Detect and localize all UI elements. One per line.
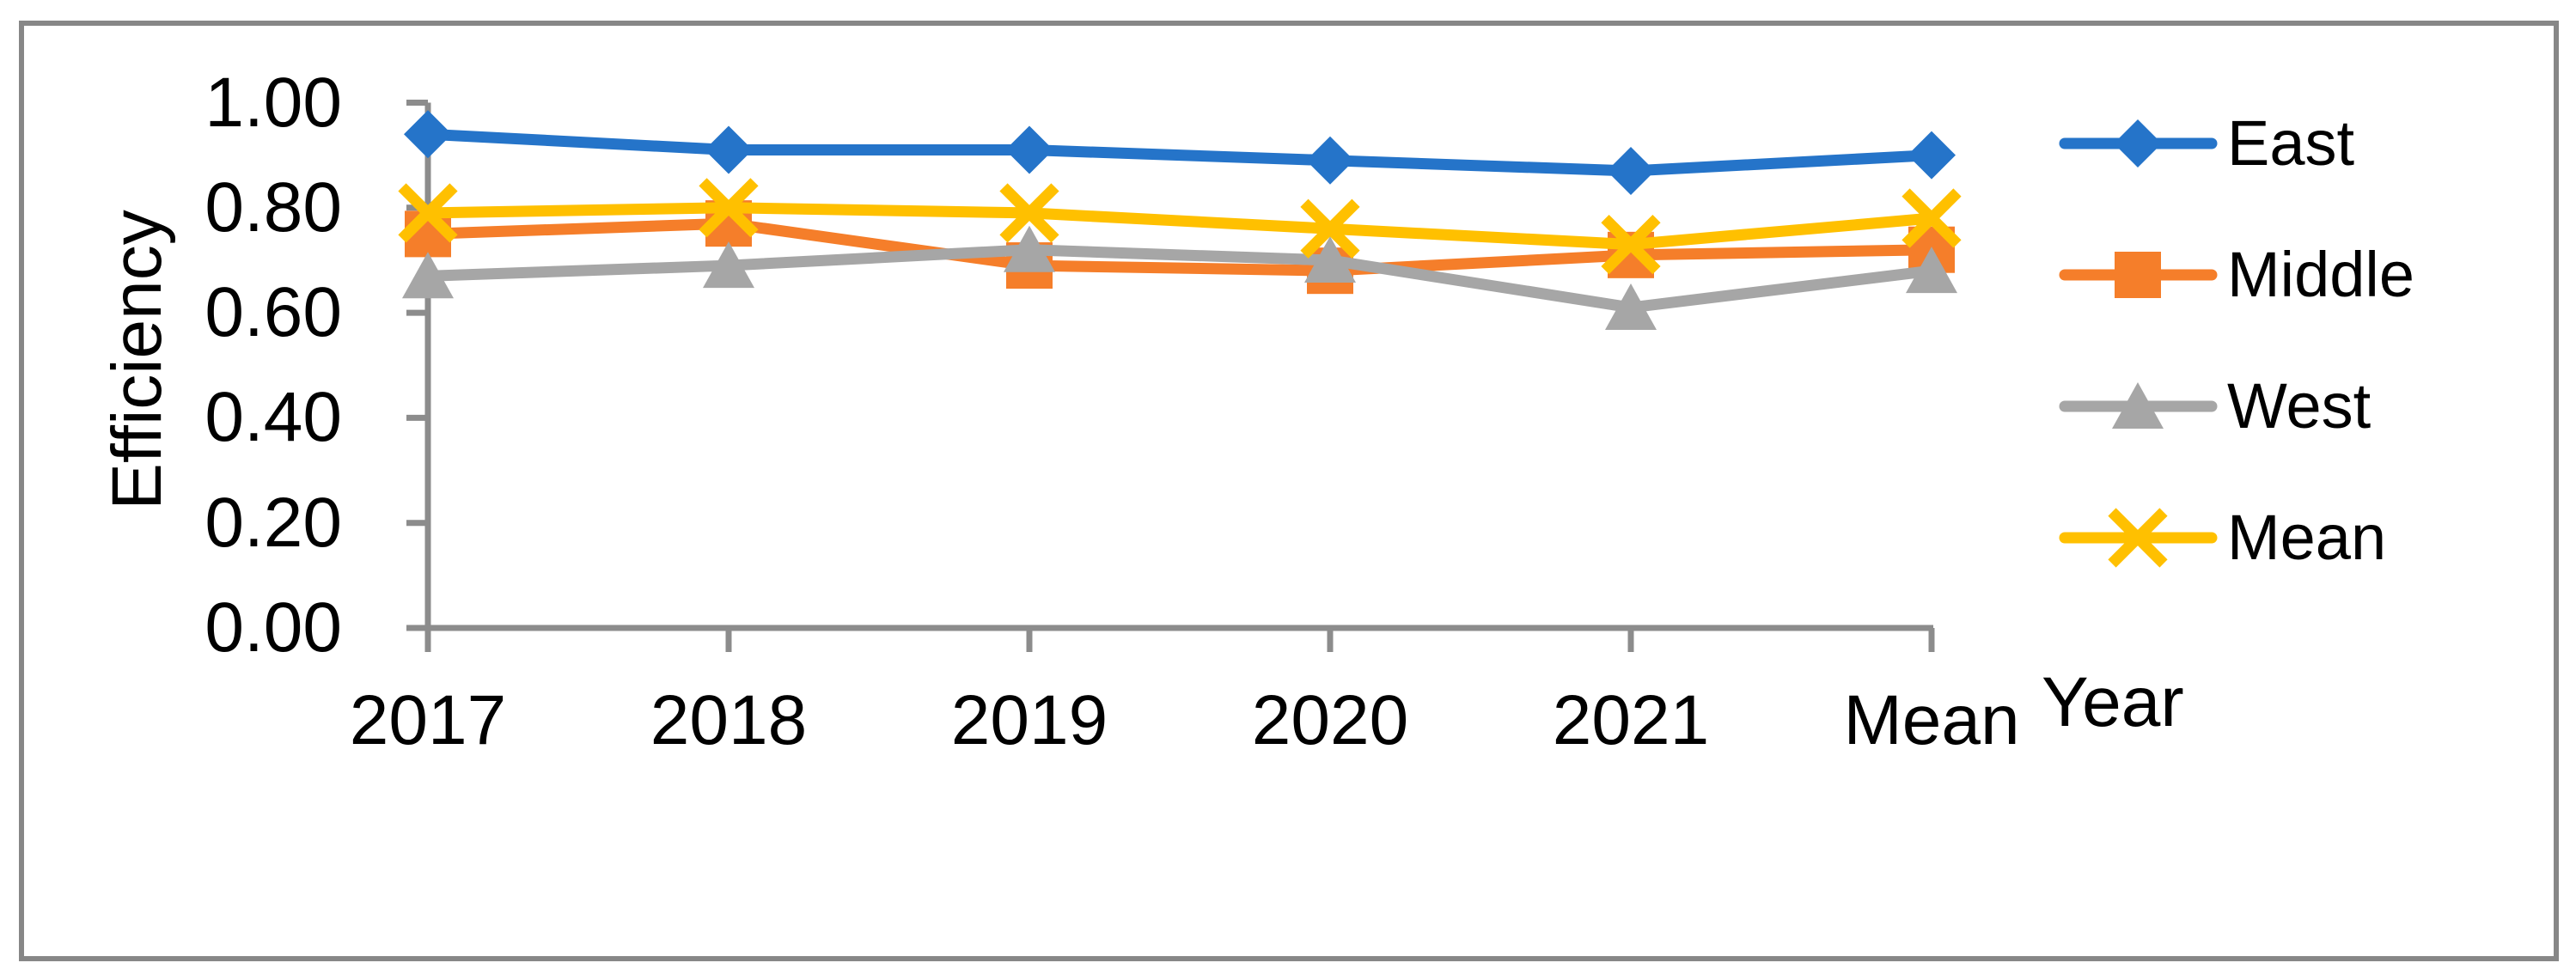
x-marker <box>398 183 458 243</box>
y-tick-label: 0.80 <box>204 168 342 247</box>
x-marker <box>1901 188 1962 248</box>
series-east <box>404 110 1956 195</box>
series-line-east <box>422 128 1938 177</box>
series-mean <box>398 178 1962 275</box>
series-line-middle <box>422 217 1938 277</box>
axes <box>406 100 1935 652</box>
legend-label-mean: Mean <box>2227 502 2387 573</box>
chart-border <box>19 21 2559 961</box>
triangle-marker <box>1304 235 1356 283</box>
series-west <box>402 225 1957 330</box>
diamond-marker <box>2114 119 2162 168</box>
square-marker <box>2115 252 2161 298</box>
y-tick-label: 0.00 <box>204 588 342 667</box>
diamond-marker <box>1306 136 1354 185</box>
x-tick-label: 2019 <box>950 681 1108 759</box>
x-tick-label: 2021 <box>1552 681 1710 759</box>
x-tick-label: 2018 <box>650 681 808 759</box>
series-line-mean <box>422 202 1938 251</box>
y-tick-label: 0.20 <box>204 483 342 562</box>
triangle-marker <box>1906 247 1957 294</box>
x-marker <box>2108 508 2168 568</box>
y-tick-label: 1.00 <box>204 63 342 142</box>
y-tick-label: 0.40 <box>204 378 342 457</box>
y-axis-title: Efficiency <box>98 210 176 510</box>
x-marker <box>1601 215 1661 275</box>
legend-entry-mean <box>2059 508 2218 568</box>
diamond-marker <box>404 110 452 159</box>
diamond-marker <box>1908 131 1956 180</box>
diamond-marker <box>1005 125 1053 174</box>
triangle-marker <box>1004 225 1055 272</box>
x-marker <box>999 183 1059 243</box>
x-tick-label: Mean <box>1843 681 2020 759</box>
diamond-marker <box>1607 146 1655 195</box>
legend-label-west: West <box>2227 370 2372 442</box>
legend-entry-middle <box>2059 252 2218 298</box>
legend-entry-east <box>2059 119 2218 168</box>
legend-entry-west <box>2059 382 2218 429</box>
series-line-west <box>422 244 1938 314</box>
legend-label-east: East <box>2227 107 2355 179</box>
x-marker <box>1300 198 1360 259</box>
triangle-marker <box>1605 283 1657 330</box>
triangle-marker <box>2112 382 2164 429</box>
x-tick-label: 2020 <box>1251 681 1409 759</box>
x-marker <box>699 178 759 238</box>
legend-label-middle: Middle <box>2227 239 2414 310</box>
x-axis-title: Year <box>2042 663 2184 741</box>
triangle-marker <box>402 252 454 299</box>
legend-keys <box>2059 119 2218 568</box>
triangle-marker <box>703 241 754 289</box>
x-tick-label: 2017 <box>349 681 507 759</box>
diamond-marker <box>705 125 753 174</box>
y-tick-label: 0.60 <box>204 273 342 352</box>
